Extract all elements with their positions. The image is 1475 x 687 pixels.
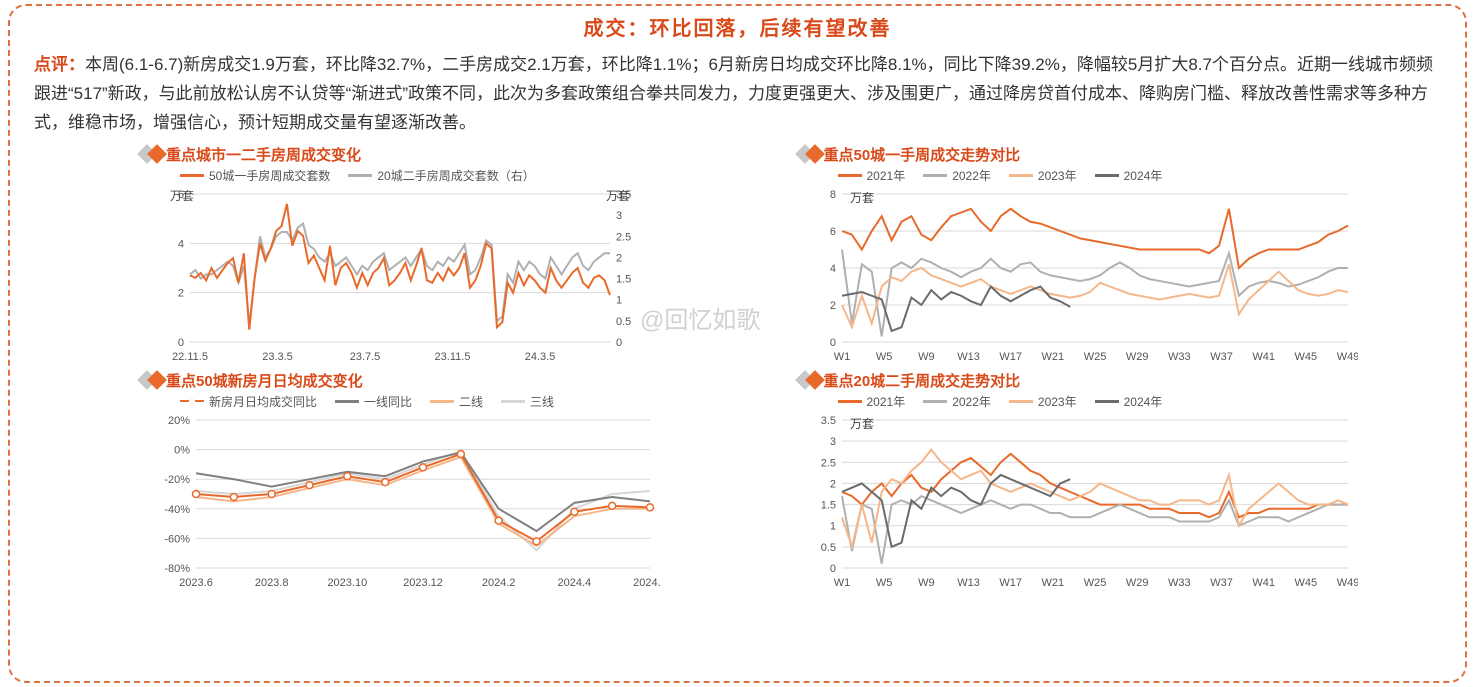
svg-text:-40%: -40% [164,503,190,515]
chart1-legend: 50城一手房周成交套数20城二手房周成交套数（右） [140,167,738,184]
svg-text:W21: W21 [1041,351,1064,363]
chart-weekly-turnover: 重点城市一二手房周成交变化 50城一手房周成交套数20城二手房周成交套数（右） … [140,144,738,366]
chart-50city-primary: 重点50城一手周成交走势对比 2021年2022年2023年2024年 0 2 4 6… [798,144,1396,366]
svg-text:1.5: 1.5 [616,273,631,285]
chart4-plot: 0 0.5 1 1.5 2 2.5 3 3.5 万套 W1 W5 W9 W13 W17 W21 W25 W29 W… [798,412,1358,592]
svg-text:-20%: -20% [164,474,190,486]
svg-text:0.5: 0.5 [616,316,631,328]
svg-text:W33: W33 [1168,351,1191,363]
chart-20city-secondary: 重点20城二手周成交走势对比 2021年2022年2023年2024年 0 0.5… [798,370,1396,592]
svg-text:0.5: 0.5 [820,542,835,554]
svg-text:3: 3 [829,436,835,448]
chart1-plot: 024600.511.522.533.522.11.523.3.523.7.52… [140,186,660,366]
svg-text:万套: 万套 [170,189,194,203]
svg-text:W13: W13 [957,351,980,363]
svg-text:2023.6: 2023.6 [179,577,213,589]
svg-text:W25: W25 [1083,351,1106,363]
svg-text:W17: W17 [999,351,1022,363]
diamond-icon [140,147,160,161]
commentary-text: 本周(6.1-6.7)新房成交1.9万套，环比降32.7%，二手房成交2.1万套… [34,55,1433,132]
svg-text:-80%: -80% [164,563,190,575]
svg-text:W45: W45 [1294,577,1317,589]
svg-text:22.11.5: 22.11.5 [172,351,208,363]
diamond-icon [798,147,818,161]
chart-monthly-daily-avg: 重点50城新房月日均成交变化 新房月日均成交同比一线同比二线三线 -80% -60… [140,370,738,592]
svg-text:-60%: -60% [164,533,190,545]
svg-text:万套: 万套 [606,189,630,203]
charts-grid: 重点城市一二手房周成交变化 50城一手房周成交套数20城二手房周成交套数（右） … [20,144,1455,592]
chart4-legend: 2021年2022年2023年2024年 [798,393,1396,410]
svg-text:0: 0 [616,337,622,349]
page-title: 成交：环比回落，后续有望改善 [20,12,1455,41]
svg-text:W29: W29 [1125,351,1148,363]
chart4-title: 重点20城二手周成交走势对比 [824,370,1021,391]
svg-text:0%: 0% [174,444,190,456]
chart3-legend: 新房月日均成交同比一线同比二线三线 [140,393,738,410]
svg-text:4: 4 [178,238,184,250]
svg-text:W33: W33 [1168,577,1191,589]
chart2-plot: 0 2 4 6 8 万套 W1 W5 W9 W13 W17 W21 W25 W29 W33 W37 W41 W45… [798,186,1358,366]
commentary-label: 点评： [34,55,85,74]
svg-text:2.5: 2.5 [616,231,631,243]
svg-text:W49: W49 [1336,351,1357,363]
chart3-title: 重点50城新房月日均成交变化 [166,370,363,391]
svg-text:W45: W45 [1294,351,1317,363]
svg-text:24.3.5: 24.3.5 [525,351,556,363]
chart1-title: 重点城市一二手房周成交变化 [166,144,361,165]
chart2-title: 重点50城一手周成交走势对比 [824,144,1021,165]
svg-text:6: 6 [829,226,835,238]
svg-text:2.5: 2.5 [820,457,835,469]
svg-text:23.7.5: 23.7.5 [350,351,381,363]
svg-text:2024.4: 2024.4 [558,577,592,589]
svg-text:20%: 20% [168,415,190,427]
chart2-legend: 2021年2022年2023年2024年 [798,167,1396,184]
svg-text:W49: W49 [1336,577,1357,589]
svg-text:2: 2 [616,252,622,264]
svg-text:1: 1 [829,520,835,532]
svg-text:2024.2: 2024.2 [482,577,516,589]
svg-text:0: 0 [829,563,835,575]
svg-text:2023.12: 2023.12 [403,577,443,589]
svg-text:23.11.5: 23.11.5 [435,351,471,363]
svg-text:万套: 万套 [850,191,874,205]
svg-text:2023.10: 2023.10 [327,577,367,589]
svg-text:W29: W29 [1125,577,1148,589]
commentary-block: 点评：本周(6.1-6.7)新房成交1.9万套，环比降32.7%，二手房成交2.… [20,51,1455,144]
diamond-icon [140,373,160,387]
svg-text:W37: W37 [1210,351,1233,363]
svg-text:4: 4 [829,263,835,275]
svg-text:2: 2 [178,287,184,299]
chart3-plot: -80% -60% -40% -20% 0% 20% 2023.6 2023.8 2023.10… [140,412,660,592]
svg-text:23.3.5: 23.3.5 [262,351,293,363]
diamond-icon [798,373,818,387]
svg-text:2023.8: 2023.8 [255,577,289,589]
svg-text:W13: W13 [957,577,980,589]
svg-text:W25: W25 [1083,577,1106,589]
svg-text:W1: W1 [833,577,850,589]
svg-text:W5: W5 [875,351,892,363]
svg-text:W41: W41 [1252,351,1275,363]
svg-text:W37: W37 [1210,577,1233,589]
svg-text:1.5: 1.5 [820,499,835,511]
svg-text:3.5: 3.5 [820,415,835,427]
svg-text:2: 2 [829,300,835,312]
svg-text:W21: W21 [1041,577,1064,589]
svg-text:W17: W17 [999,577,1022,589]
svg-text:W41: W41 [1252,577,1275,589]
svg-text:W1: W1 [833,351,850,363]
svg-text:0: 0 [178,337,184,349]
svg-text:W5: W5 [875,577,892,589]
svg-text:8: 8 [829,189,835,201]
svg-text:1: 1 [616,294,622,306]
svg-text:0: 0 [829,337,835,349]
svg-text:2: 2 [829,478,835,490]
svg-text:3: 3 [616,210,622,222]
svg-text:W9: W9 [918,351,935,363]
svg-text:W9: W9 [918,577,935,589]
svg-text:万套: 万套 [850,417,874,431]
svg-text:2024.6: 2024.6 [633,577,660,589]
